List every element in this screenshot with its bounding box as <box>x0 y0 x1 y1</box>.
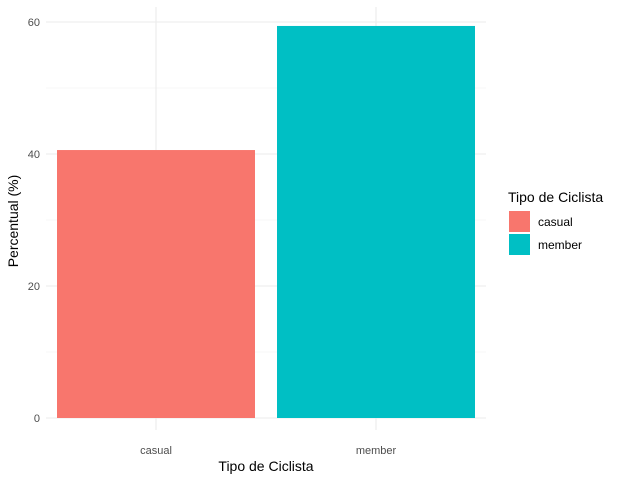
y-tick-label: 20 <box>28 281 40 293</box>
x-axis-title: Tipo de Ciclista <box>218 458 313 474</box>
bar-member <box>277 25 475 419</box>
bars <box>57 25 475 419</box>
y-axis-ticks: 0 20 40 60 <box>28 17 40 425</box>
x-tick-label: casual <box>140 445 172 457</box>
legend-items: casual member <box>509 211 582 255</box>
x-axis-ticks: casual member <box>140 445 396 457</box>
legend-label: member <box>538 238 582 252</box>
bar-casual <box>57 150 255 419</box>
y-tick-label: 40 <box>28 149 40 161</box>
legend-label: casual <box>538 215 573 229</box>
y-tick-label: 60 <box>28 17 40 29</box>
legend-title: Tipo de Ciclista <box>508 189 603 205</box>
x-tick-label: member <box>356 445 397 457</box>
y-tick-label: 0 <box>34 413 40 425</box>
legend: Tipo de Ciclista casual member <box>508 189 603 255</box>
legend-key-casual <box>509 211 530 232</box>
y-axis-title: Percentual (%) <box>5 175 21 268</box>
legend-key-member <box>509 234 530 255</box>
